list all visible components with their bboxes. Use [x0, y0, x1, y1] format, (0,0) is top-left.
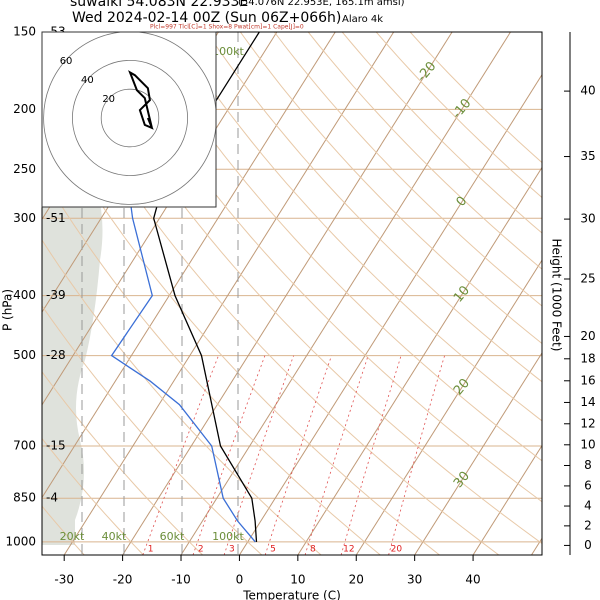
y2-tick-label: 25 — [580, 271, 595, 285]
hodograph-bg — [42, 32, 216, 207]
isotherm — [42, 32, 336, 499]
mixing-ratio-line — [142, 355, 219, 555]
hodograph-ring-label: 60 — [60, 56, 73, 67]
y-tick-label: 300 — [13, 211, 36, 225]
title-coords: (54.076N 22.953E, 165.1m amsl) — [238, 0, 405, 8]
isotherm — [42, 32, 278, 406]
x-axis-label: Temperature (C) — [242, 589, 341, 600]
y-tick-label: 150 — [13, 25, 36, 39]
mixing-ratio-label: 1 — [148, 545, 154, 555]
hodograph-ring-label: 20 — [102, 94, 115, 105]
y-tick-label: 400 — [13, 288, 36, 302]
mixing-ratio-label: 3 — [229, 545, 235, 555]
dry-adiabat — [307, 32, 542, 270]
y-tick-label: 1000 — [5, 534, 36, 548]
mixing-ratio-line — [223, 355, 294, 555]
speed-label: 40kt — [102, 530, 127, 543]
indices: Plcl=997 Tlcl[C]=1 Shox=8 Pwat[cm]=1 Cap… — [150, 24, 304, 31]
y2-tick-label: 16 — [580, 373, 595, 387]
hodograph-curve — [128, 70, 154, 130]
dry-adiabat — [341, 32, 542, 234]
y2-tick-label: 0 — [584, 538, 592, 552]
y-tick-label: 700 — [13, 439, 36, 453]
level-temp-label: -15 — [46, 439, 66, 453]
x-tick-label: 10 — [290, 573, 305, 587]
y2-tick-label: 10 — [580, 437, 595, 451]
mixing-ratio-line — [192, 355, 266, 555]
y2-tick-label: 40 — [580, 84, 595, 98]
hodograph-ring — [43, 32, 216, 205]
y2-tick-label: 2 — [584, 518, 592, 532]
mixing-ratio-label: 12 — [343, 545, 354, 555]
hodograph-ring — [100, 88, 160, 148]
x-tick-label: 40 — [465, 573, 480, 587]
model-name: Alaro 4k — [342, 14, 383, 25]
dry-adiabat — [375, 32, 542, 199]
level-temp-label: -4 — [46, 491, 58, 505]
mixing-ratio-label: 5 — [270, 545, 276, 555]
x-tick-label: 20 — [349, 573, 364, 587]
isotherm — [239, 73, 542, 555]
dry-adiabat — [42, 370, 203, 555]
isotherm — [297, 166, 542, 555]
hodograph-frame — [41, 31, 217, 208]
y2-tick-label: 6 — [584, 478, 592, 492]
speed-label: 60kt — [160, 530, 185, 543]
x-tick-label: -20 — [113, 573, 133, 587]
dry-adiabat — [42, 107, 440, 555]
dry-adiabat — [239, 32, 542, 345]
dry-adiabat — [42, 173, 381, 555]
y2-axis-label: Height (1000 Feet) — [550, 239, 564, 352]
dry-adiabat — [42, 304, 263, 555]
y-tick-label: 200 — [13, 102, 36, 116]
x-tick-label: 30 — [407, 573, 422, 587]
dry-adiabat — [205, 32, 542, 383]
y2-tick-label: 4 — [584, 499, 592, 513]
title: suwalki 54.083N 22.933E — [70, 0, 248, 10]
y2-tick-label: 35 — [580, 149, 595, 163]
y2-tick-label: 14 — [580, 395, 595, 409]
isotherm — [355, 259, 542, 555]
y-axis-label: P (hPa) — [1, 289, 15, 331]
dry-adiabat — [409, 32, 542, 164]
y-tick-label: 850 — [13, 491, 36, 505]
mixing-ratio-label: 20 — [391, 545, 403, 555]
speed-label: 100kt — [212, 45, 244, 58]
hodograph: 20 40 60 — [42, 32, 216, 207]
hodograph-ring — [72, 60, 188, 176]
subtitle: Wed 2024-02-14 00Z (Sun 06Z+066h) — [72, 10, 341, 26]
mixing-ratio-label: 8 — [310, 545, 316, 555]
y2-tick-label: 18 — [580, 351, 595, 365]
y-tick-label: 250 — [13, 162, 36, 176]
y2-tick-label: 8 — [584, 458, 592, 472]
y2-tick-label: 20 — [580, 329, 595, 343]
isotherm — [414, 351, 542, 555]
y2-tick-label: 30 — [580, 212, 595, 226]
isotherm — [122, 32, 453, 555]
isotherm — [472, 444, 542, 555]
y2-tick-label: 12 — [580, 416, 595, 430]
dry-adiabat — [42, 437, 144, 555]
x-tick-label: -30 — [54, 573, 74, 587]
dry-adiabat — [42, 239, 322, 555]
x-tick-label: 0 — [236, 573, 244, 587]
hodograph-ring-label: 40 — [81, 75, 94, 86]
dry-adiabat — [273, 32, 542, 307]
level-temp-label: -28 — [46, 348, 66, 362]
speed-label: 20kt — [60, 530, 85, 543]
speed-label: 100kt — [212, 530, 244, 543]
plot-frame — [41, 31, 543, 556]
y-tick-label: 500 — [13, 348, 36, 362]
x-tick-label: -10 — [171, 573, 191, 587]
mixing-ratio-label: 2 — [198, 545, 204, 555]
level-temp-label: -51 — [46, 211, 66, 225]
level-temp-label: -39 — [46, 288, 66, 302]
isotherm — [180, 32, 511, 555]
